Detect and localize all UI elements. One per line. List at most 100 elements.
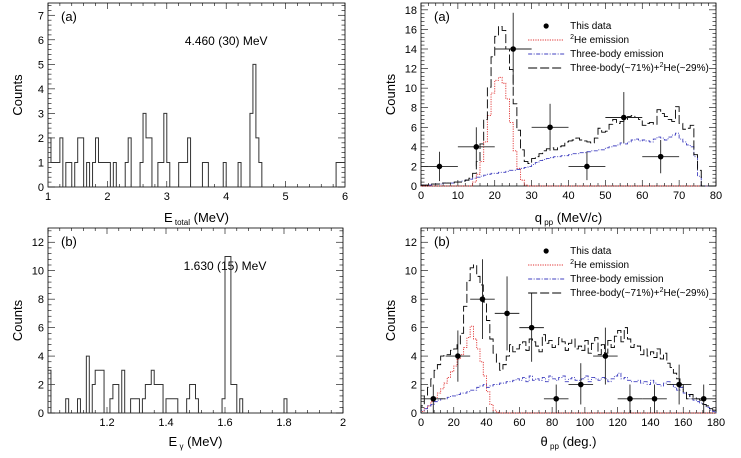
y-axis-title: Counts xyxy=(10,299,25,341)
y-tick-label: 12 xyxy=(405,64,417,76)
data-point-marker xyxy=(528,324,535,331)
legend-entry: 2He emission xyxy=(528,34,629,46)
panel-label: (a) xyxy=(61,9,77,24)
y-tick-label: 8 xyxy=(38,294,44,306)
legend-entry: Three-body emission xyxy=(528,274,664,285)
x-tick-label: 2 xyxy=(104,191,110,203)
legend-entry: 2He emission xyxy=(528,259,629,271)
x-tick-label: 100 xyxy=(576,417,594,429)
histogram-bin xyxy=(148,385,151,413)
histogram-bin xyxy=(146,138,149,187)
x-tick-label: 40 xyxy=(562,190,574,202)
series-three-body-71-2he-29- xyxy=(420,264,717,413)
histogram-bin xyxy=(154,385,157,413)
y-tick-label: 2 xyxy=(411,161,417,173)
x-tick-label: 20 xyxy=(448,417,460,429)
x-tick-label: 2 xyxy=(340,417,346,429)
legend-marker xyxy=(543,23,549,29)
legend-label: 2He emission xyxy=(570,34,629,46)
y-axis-title: Counts xyxy=(383,73,398,115)
y-tick-label: 16 xyxy=(405,24,417,36)
data-point xyxy=(470,259,495,339)
x-tick-label: 4 xyxy=(223,191,229,203)
plot-frame xyxy=(420,2,717,187)
y-tick-label: 4 xyxy=(411,142,417,154)
y-tick-label: 6 xyxy=(38,323,44,335)
x-tick-label: 1.6 xyxy=(217,417,232,429)
histogram-bin xyxy=(161,162,164,187)
histogram-outline xyxy=(47,255,288,413)
y-tick-label: 14 xyxy=(405,44,417,56)
x-tick-label: 70 xyxy=(673,190,685,202)
data-point-marker xyxy=(577,381,584,388)
chart-panel-qpp: 0 10 20 30 40 50 60 70 80 0 2 4 6 8 10 12 14 16 18 Counts q … xyxy=(383,2,722,227)
plot-frame xyxy=(47,227,344,414)
x-tick-label: 3 xyxy=(164,191,170,203)
series-2he-emission xyxy=(421,76,716,187)
x-tick-label: 5 xyxy=(283,191,289,203)
series-three-body-emission xyxy=(420,372,717,413)
data-point-marker xyxy=(584,163,590,170)
data-point-marker xyxy=(436,163,443,170)
y-tick-label: 6 xyxy=(411,323,417,335)
histogram-bin xyxy=(57,162,60,187)
y-tick-label: 4 xyxy=(38,351,44,363)
legend-entry: Three-body(~71%)+2He(~29%) xyxy=(528,287,709,299)
histogram-bin xyxy=(98,162,101,187)
histogram-bin xyxy=(231,385,234,413)
x-tick-label: 6 xyxy=(342,191,348,203)
data-point-marker xyxy=(547,124,553,131)
y-tick-label: 18 xyxy=(405,5,417,17)
histogram-bin xyxy=(104,162,107,187)
data-point xyxy=(421,151,458,182)
data-point xyxy=(421,384,446,413)
data-point-marker xyxy=(621,114,627,121)
data-point-marker xyxy=(627,395,633,402)
x-tick-label: 50 xyxy=(599,190,611,202)
y-tick-label: 6 xyxy=(411,122,417,134)
x-tick-label: 80 xyxy=(546,417,558,429)
histogram-bin xyxy=(172,399,175,413)
data-point-marker xyxy=(700,395,707,402)
legend: This data 2He emission Three-body emission… xyxy=(528,246,709,299)
x-axis-title: q pp (MeV/c) xyxy=(535,210,602,227)
legend-entry: This data xyxy=(543,246,612,257)
y-tick-label: 10 xyxy=(405,83,417,95)
x-tick-label: 1.4 xyxy=(158,417,173,429)
histogram-bin xyxy=(157,385,160,413)
data-point xyxy=(605,92,643,143)
x-tick-label: 20 xyxy=(489,190,501,202)
histogram-bin xyxy=(339,162,342,187)
histogram-bin xyxy=(134,399,137,413)
x-axis-title: E γ (MeV) xyxy=(169,434,223,451)
legend-label: Three-body(~71%)+2He(~29%) xyxy=(570,287,709,299)
legend-entry: This data xyxy=(543,21,612,32)
data-point-marker xyxy=(504,310,510,317)
x-tick-label: 0 xyxy=(418,417,424,429)
histogram-bin xyxy=(98,370,101,413)
y-tick-label: 12 xyxy=(405,237,417,249)
data-point xyxy=(642,140,680,174)
x-tick-label: 1.2 xyxy=(99,417,114,429)
y-tick-label: 3 xyxy=(38,108,44,120)
histogram-bin xyxy=(169,399,172,413)
y-tick-label: 0 xyxy=(411,181,417,193)
data-point xyxy=(617,384,643,413)
y-tick-label: 12 xyxy=(32,237,44,249)
y-tick-label: 4 xyxy=(411,351,417,363)
x-tick-label: 80 xyxy=(710,190,722,202)
y-tick-label: 0 xyxy=(411,408,417,420)
histogram-bin xyxy=(101,162,104,187)
data-point-marker xyxy=(651,395,658,402)
data-point xyxy=(691,384,716,413)
data-point-marker xyxy=(676,381,682,388)
data-point-marker xyxy=(455,353,461,359)
legend-label: 2He emission xyxy=(570,259,629,271)
y-tick-label: 5 xyxy=(38,59,44,71)
data-point-marker xyxy=(602,353,609,359)
data-point-marker xyxy=(510,46,516,52)
data-point xyxy=(494,12,532,86)
legend-label: Three-body(~71%)+2He(~29%) xyxy=(570,62,709,74)
series-three-body-71-2he-29- xyxy=(420,26,716,187)
